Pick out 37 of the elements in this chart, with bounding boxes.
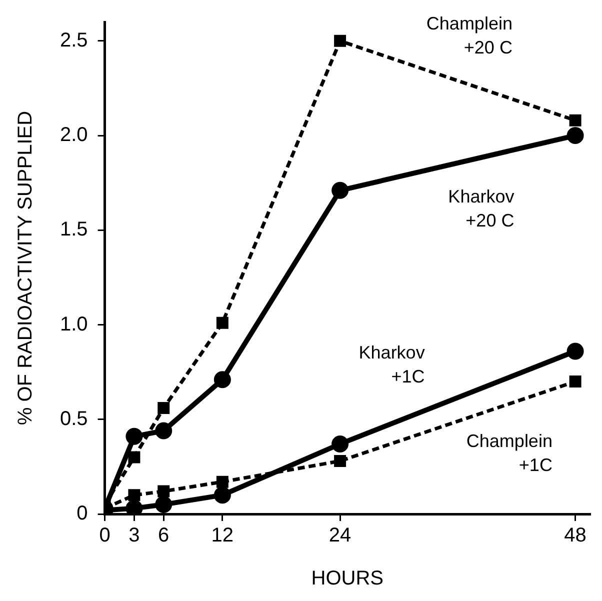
point xyxy=(158,485,170,498)
point xyxy=(216,316,228,329)
series-label: Kharkov +20 C xyxy=(448,186,514,230)
point xyxy=(332,182,349,199)
point xyxy=(216,476,228,488)
point xyxy=(128,451,140,464)
point xyxy=(334,455,346,468)
x-tick-label: 0 xyxy=(99,524,110,547)
x-tick-label: 48 xyxy=(564,524,586,547)
point xyxy=(332,435,349,452)
x-tick-label: 12 xyxy=(211,524,234,547)
point xyxy=(569,376,582,388)
y-tick-label: 1.5 xyxy=(60,218,88,241)
point xyxy=(566,127,584,144)
series-label: Champlein +1C xyxy=(466,430,552,475)
point xyxy=(158,402,170,414)
point xyxy=(214,371,231,388)
point xyxy=(334,34,346,47)
point xyxy=(155,496,172,514)
y-tick-label: 2.0 xyxy=(60,124,88,146)
point xyxy=(155,422,172,440)
series-label: Kharkov +1C xyxy=(358,342,425,387)
x-tick-label: 24 xyxy=(328,524,352,547)
y-tick-label: 0.5 xyxy=(60,408,88,430)
point xyxy=(566,342,584,360)
point xyxy=(126,428,143,445)
series-label: Champlein +20 C xyxy=(426,14,512,58)
y-tick-label: 0 xyxy=(76,502,88,525)
y-tick-label: 1.0 xyxy=(60,313,88,336)
point xyxy=(214,486,231,504)
x-tick-label: 3 xyxy=(128,524,140,547)
point xyxy=(128,489,140,502)
point xyxy=(569,114,582,126)
y-tick-label: 2.5 xyxy=(60,29,88,52)
x-tick-label: 6 xyxy=(158,524,170,547)
y-axis-title: % OF RADIOACTIVITY SUPPLIED xyxy=(14,110,37,426)
x-axis-title: HOURS xyxy=(311,568,384,590)
